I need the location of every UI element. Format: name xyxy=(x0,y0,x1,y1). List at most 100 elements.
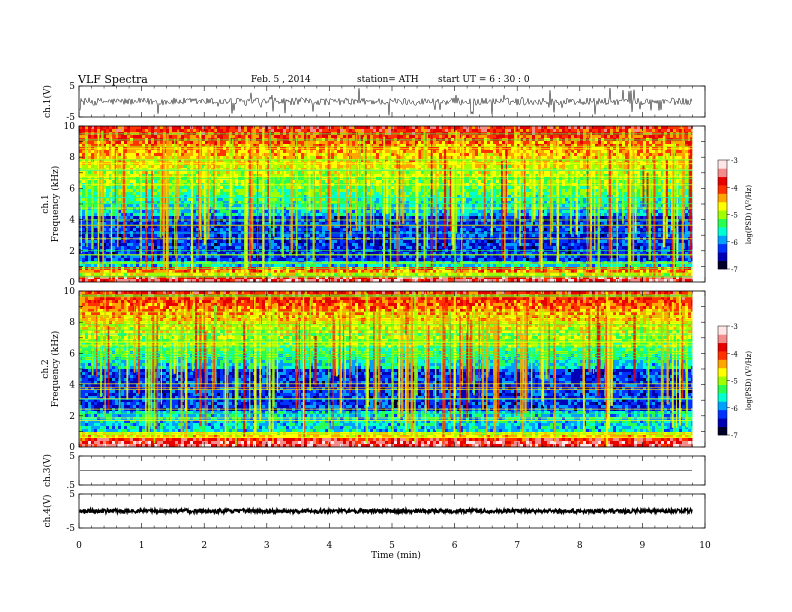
spectrogram-cell xyxy=(133,192,136,195)
spectrogram-cell xyxy=(676,153,679,156)
spectrogram-cell xyxy=(658,135,661,138)
spectrogram-cell xyxy=(448,153,451,156)
spectrogram-cell xyxy=(361,126,364,129)
spectrogram-cell xyxy=(94,195,97,198)
spectrogram-cell xyxy=(133,129,136,132)
spectrogram-cell xyxy=(529,195,532,198)
spectrogram-cell xyxy=(529,174,532,177)
spectrogram-cell xyxy=(145,144,148,147)
spectrogram-cell xyxy=(484,150,487,153)
spectrogram-cell xyxy=(577,141,580,144)
spectrogram-cell xyxy=(493,159,496,162)
spectrogram-cell xyxy=(106,126,109,129)
spectrogram-cell xyxy=(493,129,496,132)
spectrogram-cell xyxy=(301,174,304,177)
spectrogram-cell xyxy=(571,129,574,132)
spectrogram-cell xyxy=(604,135,607,138)
spectrogram-cell xyxy=(541,150,544,153)
spectrogram-cell xyxy=(481,159,484,162)
spectrogram-cell xyxy=(583,159,586,162)
spectrogram-cell xyxy=(550,165,553,168)
spectrogram-cell xyxy=(634,141,637,144)
spectrogram-cell xyxy=(418,135,421,138)
spectrogram-cell xyxy=(109,192,112,195)
spectrogram-cell xyxy=(235,156,238,159)
spectrogram-cell xyxy=(136,156,139,159)
spectrogram-cell xyxy=(94,144,97,147)
spectrogram-cell xyxy=(583,135,586,138)
spectrogram-cell xyxy=(112,153,115,156)
spectrogram-cell xyxy=(571,159,574,162)
spectrogram-cell xyxy=(196,189,199,192)
spectrogram-cell xyxy=(253,171,256,174)
spectrogram-cell xyxy=(343,153,346,156)
spectrogram-cell xyxy=(679,189,682,192)
spectrogram-cell xyxy=(82,144,85,147)
spectrogram-cell xyxy=(157,180,160,183)
spectrogram-cell xyxy=(424,180,427,183)
spectrogram-cell xyxy=(247,150,250,153)
spectrogram-cell xyxy=(121,126,124,129)
spectrogram-cell xyxy=(583,150,586,153)
spectrogram-cell xyxy=(304,186,307,189)
spectrogram-cell xyxy=(148,186,151,189)
spectrogram-cell xyxy=(592,174,595,177)
spectrogram-cell xyxy=(577,192,580,195)
spectrogram-cell xyxy=(565,135,568,138)
spectrogram-cell xyxy=(466,186,469,189)
spectrogram-cell xyxy=(265,150,268,153)
spectrogram-cell xyxy=(247,192,250,195)
spectrogram-cell xyxy=(658,159,661,162)
spectrogram-cell xyxy=(91,141,94,144)
spectrogram-cell xyxy=(577,171,580,174)
spectrogram-cell xyxy=(478,180,481,183)
spectrogram-cell xyxy=(241,165,244,168)
spectrogram-cell xyxy=(592,135,595,138)
spectrogram-cell xyxy=(220,195,223,198)
spectrogram-cell xyxy=(472,126,475,129)
spectrogram-cell xyxy=(322,171,325,174)
spectrogram-cell xyxy=(592,165,595,168)
spectrogram-cell xyxy=(115,180,118,183)
spectrogram-cell xyxy=(655,144,658,147)
spectrogram-cell xyxy=(103,135,106,138)
spectrogram-cell xyxy=(460,129,463,132)
spectrogram-cell xyxy=(667,174,670,177)
spectrogram-cell xyxy=(256,144,259,147)
spectrogram-cell xyxy=(418,156,421,159)
spectrogram-cell xyxy=(577,129,580,132)
spectrogram-cell xyxy=(619,165,622,168)
spectrogram-cell xyxy=(265,195,268,198)
spectrogram-cell xyxy=(286,129,289,132)
spectrogram-cell xyxy=(445,195,448,198)
spectrogram-cell xyxy=(646,141,649,144)
spectrogram-cell xyxy=(526,195,529,198)
spectrogram-cell xyxy=(187,174,190,177)
spectrogram-cell xyxy=(157,144,160,147)
spectrogram-cell xyxy=(571,180,574,183)
spectrogram-cell xyxy=(469,192,472,195)
spectrogram-cell xyxy=(301,144,304,147)
spectrogram-cell xyxy=(439,192,442,195)
spectrogram-cell xyxy=(412,156,415,159)
spectrogram-cell xyxy=(532,135,535,138)
spectrogram-cell xyxy=(445,186,448,189)
spectrogram-cell xyxy=(292,195,295,198)
spectrogram-cell xyxy=(568,135,571,138)
spectrogram-cell xyxy=(169,156,172,159)
spectrogram-cell xyxy=(373,126,376,129)
spectrogram-cell xyxy=(184,135,187,138)
spectrogram-cell xyxy=(400,135,403,138)
spectrogram-cell xyxy=(247,129,250,132)
spectrogram-cell xyxy=(526,153,529,156)
spectrogram-cell xyxy=(421,153,424,156)
spectrogram-cell xyxy=(265,189,268,192)
spectrogram-cell xyxy=(187,153,190,156)
spectrogram-cell xyxy=(322,195,325,198)
spectrogram-cell xyxy=(283,129,286,132)
spectrogram-cell xyxy=(562,171,565,174)
spectrogram-cell xyxy=(124,186,127,189)
spectrogram-cell xyxy=(118,159,121,162)
spectrogram-cell xyxy=(619,186,622,189)
